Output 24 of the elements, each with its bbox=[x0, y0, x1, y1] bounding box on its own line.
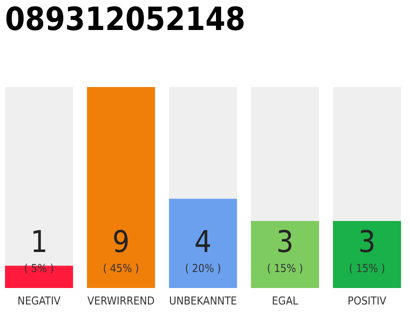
bar bbox=[250, 221, 320, 288]
annotation: ( 5% ) bbox=[24, 262, 54, 275]
data-label: 3 bbox=[276, 225, 294, 260]
x-tick-label: EGAL bbox=[272, 294, 299, 308]
bar bbox=[5, 266, 74, 288]
x-tick-label: VERWIRREND bbox=[87, 294, 155, 308]
bar bbox=[86, 87, 156, 288]
data-label: 4 bbox=[194, 225, 212, 260]
x-tick-label: NEGATIV bbox=[18, 294, 61, 308]
chart-title: 089312052148 bbox=[5, 0, 246, 38]
bar bbox=[332, 87, 401, 221]
bar bbox=[332, 221, 401, 288]
annotation: ( 15% ) bbox=[266, 262, 304, 275]
data-label: 3 bbox=[358, 225, 376, 260]
bar bbox=[168, 198, 238, 288]
annotation: ( 45% ) bbox=[103, 262, 140, 275]
bar bbox=[250, 87, 320, 221]
x-tick-label: UNBEKANNTE bbox=[169, 294, 237, 308]
data-label: 1 bbox=[30, 225, 48, 260]
bar bbox=[168, 87, 238, 199]
x-tick-label: POSITIV bbox=[348, 294, 387, 308]
data-label: 9 bbox=[112, 225, 130, 260]
annotation: ( 20% ) bbox=[184, 262, 222, 275]
annotation: ( 15% ) bbox=[348, 262, 386, 275]
